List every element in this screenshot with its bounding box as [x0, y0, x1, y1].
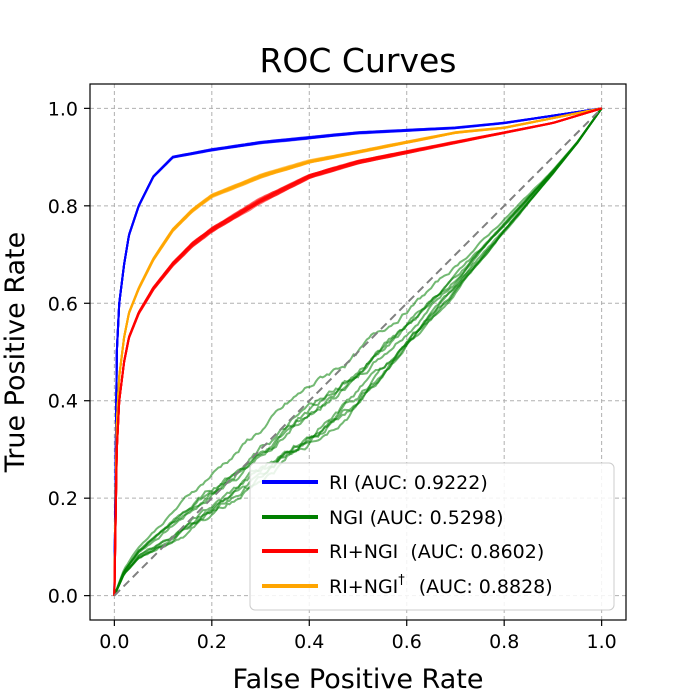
- y-tick-label: 0.0: [48, 586, 78, 608]
- x-tick-label: 0.2: [197, 631, 227, 653]
- legend-box: [249, 462, 615, 611]
- legend-label-ri-ngi-dagger-name: RI+NGI: [329, 576, 398, 598]
- roc-fold-line-2: [113, 107, 602, 596]
- y-tick-label: 1.0: [48, 98, 78, 120]
- y-axis-label: True Positive Rate: [0, 232, 31, 474]
- chance-line: [113, 107, 603, 597]
- x-tick-label: 0.4: [294, 631, 324, 653]
- legend-label-ri-ngi-dagger-auc: (AUC: 0.8828): [419, 576, 553, 598]
- y-tick-label: 0.8: [48, 196, 78, 218]
- x-axis-label: False Positive Rate: [233, 664, 484, 695]
- legend-label-ri: RI (AUC: 0.9222): [329, 472, 488, 494]
- y-tick-label: 0.6: [48, 293, 78, 315]
- legend-label-ri-ngi-dagger: RI+NGI† (AUC: 0.8828): [329, 573, 553, 598]
- roc-fold-line-0: [113, 107, 602, 596]
- tick-layer: 0.0 0.2 0.4 0.6 0.8 1.0 0.0 0.2 0.4 0.6 0.8 1.0: [48, 98, 617, 653]
- x-tick-label: 0.0: [99, 631, 129, 653]
- x-tick-label: 1.0: [587, 631, 617, 653]
- x-tick-label: 0.6: [392, 631, 422, 653]
- legend-label-ri-ngi: RI+NGI (AUC: 0.8602): [329, 541, 544, 563]
- x-tick-label: 0.8: [489, 631, 519, 653]
- plot-frame: [89, 83, 627, 621]
- roc-fold-line-1: [113, 107, 603, 597]
- legend: RI (AUC: 0.9222) NGI (AUC: 0.5298) RI+NG…: [249, 462, 615, 611]
- roc-fold-line-1: [113, 107, 603, 597]
- curve-layer: [113, 107, 603, 597]
- y-tick-label: 0.4: [48, 391, 78, 413]
- y-tick-label: 0.2: [48, 488, 78, 510]
- chart-title: ROC Curves: [260, 41, 457, 80]
- legend-label-ngi: NGI (AUC: 0.5298): [329, 507, 504, 529]
- roc-fold-line-3: [113, 107, 602, 596]
- legend-label-ri-ngi-dagger-mark: †: [398, 573, 405, 588]
